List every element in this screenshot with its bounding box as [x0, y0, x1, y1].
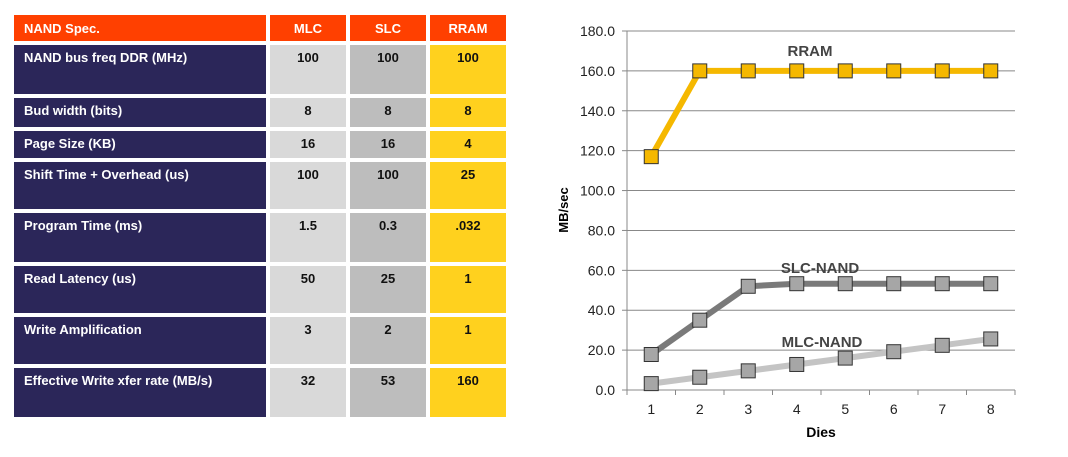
mlc-value: 100: [270, 162, 346, 209]
header-rram: RRAM: [430, 15, 506, 41]
series-line-mlc-nand: [650, 335, 992, 387]
mlc-value: 32: [270, 368, 346, 417]
x-tick-label: 8: [987, 401, 995, 417]
mlc-value: 16: [270, 131, 346, 158]
y-tick-label: 180.0: [580, 23, 615, 39]
rram-value: 160: [430, 368, 506, 417]
data-point: [837, 350, 853, 366]
x-axis-label: Dies: [806, 424, 836, 440]
data-point: [789, 63, 805, 79]
series-label: SLC-NAND: [781, 260, 859, 277]
y-tick-label: 100.0: [580, 183, 615, 199]
y-axis-label: MB/sec: [556, 187, 571, 233]
data-point: [740, 363, 756, 379]
row-label: Read Latency (us): [14, 266, 266, 313]
row-label: Bud width (bits): [14, 98, 266, 127]
x-tick-label: 2: [696, 401, 704, 417]
mlc-value: 8: [270, 98, 346, 127]
rram-value: 1: [430, 266, 506, 313]
x-tick-label: 1: [647, 401, 655, 417]
data-point: [692, 312, 708, 328]
table-row: Bud width (bits) 8 8 8: [14, 98, 506, 127]
data-point: [692, 63, 708, 79]
data-point: [643, 376, 659, 392]
series-label: RRAM: [788, 43, 833, 60]
row-label: Write Amplification: [14, 317, 266, 364]
data-point: [789, 356, 805, 372]
rram-value: 1: [430, 317, 506, 364]
table-row: Effective Write xfer rate (MB/s) 32 53 160: [14, 368, 506, 417]
data-point: [643, 149, 659, 165]
y-tick-label: 120.0: [580, 143, 615, 159]
slc-value: 8: [350, 98, 426, 127]
data-point: [643, 346, 659, 362]
x-tick-label: 3: [744, 401, 752, 417]
y-tick-label: 20.0: [588, 342, 615, 358]
series-label: MLC-NAND: [782, 334, 863, 351]
mlc-value: 1.5: [270, 213, 346, 262]
slc-value: 2: [350, 317, 426, 364]
data-point: [692, 369, 708, 385]
x-tick-label: 7: [938, 401, 946, 417]
rram-value: .032: [430, 213, 506, 262]
slc-value: 100: [350, 45, 426, 94]
slc-value: 16: [350, 131, 426, 158]
data-point: [983, 276, 999, 292]
rram-value: 4: [430, 131, 506, 158]
y-tick-label: 140.0: [580, 103, 615, 119]
row-label: Program Time (ms): [14, 213, 266, 262]
mlc-value: 50: [270, 266, 346, 313]
x-tick-label: 4: [793, 401, 801, 417]
table-row: Program Time (ms) 1.5 0.3.032: [14, 213, 506, 262]
data-point: [934, 276, 950, 292]
data-point: [983, 63, 999, 79]
row-label: Page Size (KB): [14, 131, 266, 158]
slc-value: 100: [350, 162, 426, 209]
table-row: Page Size (KB) 16 16 4: [14, 131, 506, 158]
y-tick-label: 80.0: [588, 222, 615, 238]
data-point: [740, 63, 756, 79]
data-point: [934, 63, 950, 79]
table-row: Read Latency (us) 50 25 1: [14, 266, 506, 313]
mlc-value: 100: [270, 45, 346, 94]
table-row: Shift Time + Overhead (us) 100 100 25: [14, 162, 506, 209]
row-label: Shift Time + Overhead (us): [14, 162, 266, 209]
y-tick-label: 0.0: [596, 382, 616, 398]
slc-value: 53: [350, 368, 426, 417]
series-line-rram: [648, 67, 991, 159]
data-point: [837, 276, 853, 292]
header-slc: SLC: [350, 15, 426, 41]
y-tick-label: 160.0: [580, 63, 615, 79]
x-tick-label: 6: [890, 401, 898, 417]
table-row: NAND bus freq DDR (MHz) 100 100 100: [14, 45, 506, 94]
data-point: [886, 276, 902, 292]
row-label: Effective Write xfer rate (MB/s): [14, 368, 266, 417]
data-point: [789, 276, 805, 292]
table-row: Write Amplification 3 2 1: [14, 317, 506, 364]
data-point: [886, 63, 902, 79]
header-mlc: MLC: [270, 15, 346, 41]
data-point: [837, 63, 853, 79]
data-point: [740, 278, 756, 294]
x-tick-label: 5: [841, 401, 849, 417]
data-point: [886, 344, 902, 360]
nand-spec-table: NAND Spec. MLC SLC RRAM NAND bus freq DD…: [10, 11, 510, 421]
mlc-value: 3: [270, 317, 346, 364]
row-label: NAND bus freq DDR (MHz): [14, 45, 266, 94]
header-spec: NAND Spec.: [14, 15, 266, 41]
slc-value: 0.3: [350, 213, 426, 262]
rram-value: 100: [430, 45, 506, 94]
rram-value: 8: [430, 98, 506, 127]
y-tick-label: 60.0: [588, 262, 615, 278]
y-tick-label: 40.0: [588, 302, 615, 318]
series-line-slc-nand: [649, 280, 991, 357]
data-point: [934, 337, 950, 353]
data-point: [983, 331, 999, 347]
rram-value: 25: [430, 162, 506, 209]
slc-value: 25: [350, 266, 426, 313]
